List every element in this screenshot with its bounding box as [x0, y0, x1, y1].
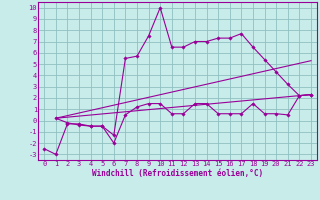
X-axis label: Windchill (Refroidissement éolien,°C): Windchill (Refroidissement éolien,°C) [92, 169, 263, 178]
